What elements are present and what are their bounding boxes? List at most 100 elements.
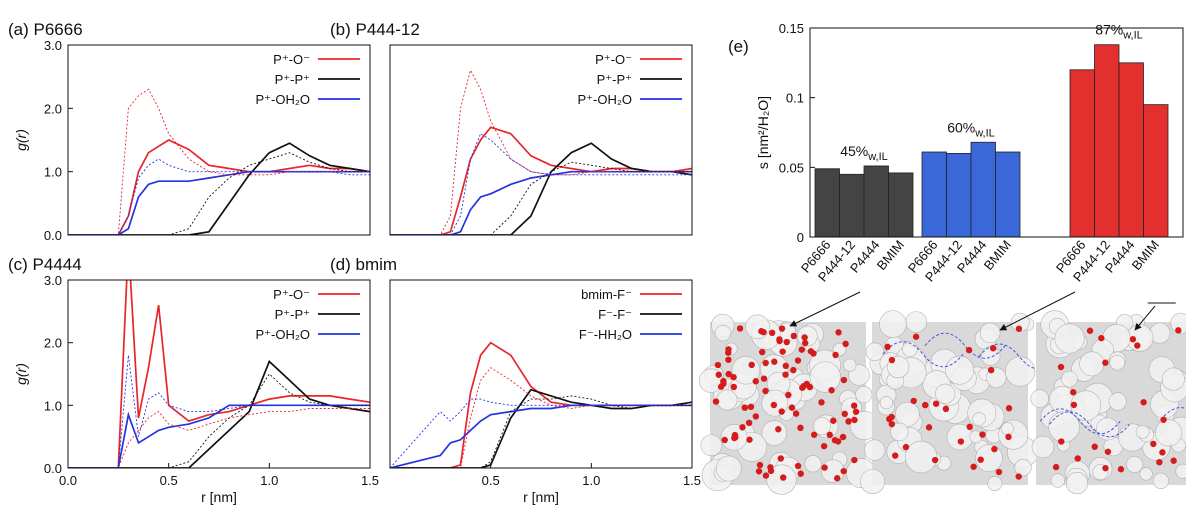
bar xyxy=(1118,62,1144,238)
x-axis-label: r [nm] xyxy=(523,489,559,505)
bar xyxy=(995,151,1021,238)
series-line xyxy=(390,395,692,468)
plot-lines xyxy=(68,280,370,468)
water-atom xyxy=(797,470,804,477)
y-axis-label: s [nm²/H₂O] xyxy=(755,96,771,169)
water-atom xyxy=(731,431,739,439)
surface-blob xyxy=(1065,472,1089,495)
bar xyxy=(1094,44,1120,238)
surface-blob xyxy=(1108,392,1127,411)
water-atom xyxy=(820,442,828,450)
annotation: 60%w,IL xyxy=(947,119,995,139)
surface-blob xyxy=(1161,367,1185,391)
plot-frame xyxy=(67,279,371,469)
legend-label: bmim-F⁻ xyxy=(581,287,632,302)
water-atom xyxy=(845,418,852,425)
water-atom xyxy=(1102,464,1109,472)
surface-blob xyxy=(1070,390,1102,422)
y-tick-label: 0.0 xyxy=(44,461,62,476)
water-atom xyxy=(752,413,759,420)
y-tick-label: 1.0 xyxy=(44,165,62,180)
legend-label: F⁻-HH₂O xyxy=(579,327,632,342)
surface-blob xyxy=(809,361,841,393)
water-atom xyxy=(840,376,848,384)
y-tick-label: 2.0 xyxy=(44,336,62,351)
water-atom xyxy=(1175,327,1182,334)
x-tick-label: 1.5 xyxy=(361,473,379,488)
water-atom xyxy=(1091,443,1098,450)
surface-blob xyxy=(1054,323,1085,354)
water-atom xyxy=(778,325,786,332)
bar xyxy=(814,168,840,238)
plot-frame xyxy=(389,44,693,236)
water-atom xyxy=(792,410,800,417)
water-atom xyxy=(835,329,842,336)
x-tick-label: 1.0 xyxy=(582,473,600,488)
plot-lines xyxy=(390,341,692,468)
surface-blob xyxy=(1050,473,1065,488)
y-tick-label: 2.0 xyxy=(44,101,62,116)
water-atom xyxy=(888,420,896,428)
water-atom xyxy=(841,410,848,418)
water-atom xyxy=(1104,448,1112,455)
plot-frame xyxy=(389,279,693,469)
plot-frame xyxy=(809,27,1184,238)
surface-blob xyxy=(1096,417,1119,441)
panel-title: (e) xyxy=(728,37,749,56)
water-atom xyxy=(1005,405,1013,412)
surface-blob xyxy=(1079,351,1105,377)
interface-line xyxy=(1039,408,1121,435)
water-atom xyxy=(888,356,896,364)
legend-label: P⁺-O⁻ xyxy=(273,287,310,302)
water-atom xyxy=(760,375,768,382)
water-atom xyxy=(776,337,783,345)
surface-blob xyxy=(715,455,742,482)
water-atom xyxy=(794,462,802,470)
water-atom xyxy=(720,377,727,385)
water-atom xyxy=(790,366,797,374)
surface-blob xyxy=(1126,455,1144,473)
interface-line xyxy=(1049,411,1130,438)
water-atom xyxy=(850,402,858,409)
water-atom xyxy=(790,332,798,340)
surface-blob xyxy=(904,440,938,474)
water-atom xyxy=(995,468,1003,476)
water-atom xyxy=(1156,459,1163,466)
surface-blob xyxy=(902,341,918,357)
water-atom xyxy=(736,325,744,332)
water-atom xyxy=(794,357,802,364)
surface-blob xyxy=(905,311,928,333)
surface-blob xyxy=(860,468,886,495)
x-tick-label: 1.5 xyxy=(683,473,701,488)
water-atom xyxy=(712,398,720,405)
interface-line xyxy=(1160,407,1186,421)
water-atom xyxy=(777,455,784,462)
water-atom xyxy=(797,424,804,431)
surface-blob xyxy=(894,401,920,427)
water-atom xyxy=(833,475,841,482)
legend-label: P⁺-P⁺ xyxy=(275,307,310,322)
series-line xyxy=(390,69,692,235)
x-tick-label: 0.0 xyxy=(59,473,77,488)
legend-label: P⁺-OH₂O xyxy=(577,92,632,107)
water-atom xyxy=(1015,473,1022,480)
water-atom xyxy=(725,356,732,363)
bar xyxy=(921,151,947,238)
water-atom xyxy=(932,400,940,407)
arrow xyxy=(789,291,861,327)
water-atom xyxy=(714,361,722,369)
series-line xyxy=(390,142,692,235)
legend-label: P⁺-OH₂O xyxy=(255,327,310,342)
water-atom xyxy=(942,405,950,413)
water-atom xyxy=(1052,463,1060,471)
water-atom xyxy=(802,339,809,347)
surface-blob xyxy=(879,310,907,338)
surface-blob xyxy=(1170,312,1186,334)
surface-blob xyxy=(1139,467,1153,481)
surface-blob xyxy=(1152,472,1170,489)
water-atom xyxy=(884,343,891,351)
water-atom xyxy=(1160,416,1167,423)
y-tick-label: 0.05 xyxy=(779,160,804,175)
surface-blob xyxy=(1061,370,1078,388)
